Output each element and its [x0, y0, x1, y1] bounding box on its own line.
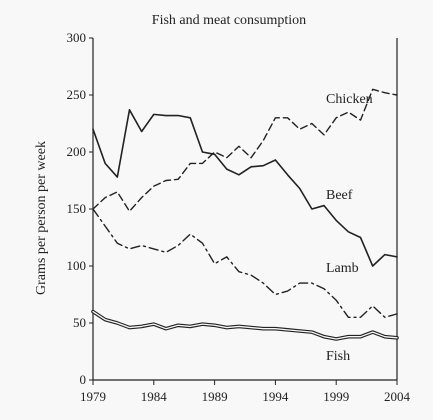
fish-series-label: Fish	[326, 349, 350, 364]
x-tick-label: 1979	[80, 389, 106, 404]
y-axis-label: Grams per person per week	[34, 141, 49, 295]
beef-series-line	[92, 109, 398, 267]
chicken-series-label: Chicken	[326, 92, 373, 107]
x-tick-label: 1994	[262, 389, 289, 404]
y-tick-label: 250	[67, 87, 87, 102]
y-tick-label: 50	[73, 315, 86, 330]
chicken-series-line	[92, 88, 398, 212]
y-tick-label: 200	[67, 144, 87, 159]
y-tick-label: 150	[67, 201, 87, 216]
series-layer	[91, 88, 399, 341]
ticks-layer: 0 50 100 150 200 250 300 1979 1984 1989 1994 1999 20…	[67, 30, 411, 404]
beef-series-label: Beef	[326, 188, 353, 203]
lamb-series-line	[92, 208, 398, 318]
x-tick-label: 1984	[141, 389, 168, 404]
x-tick-label: 2004	[384, 389, 411, 404]
lamb-series-label: Lamb	[326, 261, 359, 276]
chart-title: Fish and meat consumption	[152, 13, 306, 28]
x-tick-label: 1989	[202, 389, 228, 404]
y-tick-label: 100	[67, 258, 87, 273]
fish-series-inner-line	[92, 310, 398, 340]
y-tick-label: 300	[67, 30, 87, 45]
series-labels-layer: Chicken Beef Lamb Fish	[326, 92, 373, 364]
fish-series-line	[91, 309, 399, 341]
y-tick-label: 0	[80, 372, 87, 387]
x-tick-label: 1999	[323, 389, 349, 404]
